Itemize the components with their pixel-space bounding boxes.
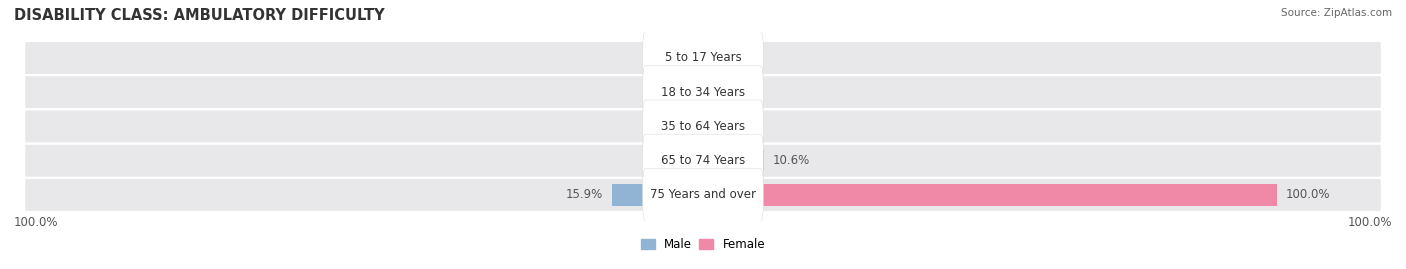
- Text: 15.9%: 15.9%: [565, 188, 603, 201]
- Text: 5 to 17 Years: 5 to 17 Years: [665, 51, 741, 65]
- Text: 65 to 74 Years: 65 to 74 Years: [661, 154, 745, 167]
- Bar: [703, 82, 716, 103]
- Text: 100.0%: 100.0%: [1285, 188, 1330, 201]
- Bar: [612, 184, 703, 206]
- Bar: [703, 150, 763, 171]
- Text: 100.0%: 100.0%: [14, 216, 59, 229]
- Text: 75 Years and over: 75 Years and over: [650, 188, 756, 201]
- Text: 0.0%: 0.0%: [665, 120, 695, 133]
- FancyBboxPatch shape: [643, 168, 763, 221]
- Text: 0.0%: 0.0%: [665, 154, 695, 167]
- FancyBboxPatch shape: [643, 100, 763, 153]
- Bar: [703, 184, 1277, 206]
- FancyBboxPatch shape: [643, 31, 763, 84]
- FancyBboxPatch shape: [25, 111, 1381, 142]
- Text: 0.0%: 0.0%: [665, 86, 695, 99]
- Text: 0.0%: 0.0%: [711, 51, 741, 65]
- Text: 2.8%: 2.8%: [728, 120, 758, 133]
- FancyBboxPatch shape: [25, 179, 1381, 211]
- FancyBboxPatch shape: [25, 179, 1381, 211]
- FancyBboxPatch shape: [25, 145, 1381, 176]
- Text: DISABILITY CLASS: AMBULATORY DIFFICULTY: DISABILITY CLASS: AMBULATORY DIFFICULTY: [14, 8, 385, 23]
- FancyBboxPatch shape: [25, 42, 1381, 74]
- FancyBboxPatch shape: [25, 145, 1381, 176]
- FancyBboxPatch shape: [643, 134, 763, 187]
- Text: 2.3%: 2.3%: [725, 86, 755, 99]
- Text: 10.6%: 10.6%: [772, 154, 810, 167]
- FancyBboxPatch shape: [643, 66, 763, 119]
- FancyBboxPatch shape: [25, 42, 1381, 74]
- FancyBboxPatch shape: [25, 76, 1381, 108]
- Bar: [703, 116, 718, 137]
- FancyBboxPatch shape: [25, 76, 1381, 108]
- FancyBboxPatch shape: [25, 111, 1381, 142]
- Text: 35 to 64 Years: 35 to 64 Years: [661, 120, 745, 133]
- Legend: Male, Female: Male, Female: [636, 234, 770, 256]
- Text: 0.0%: 0.0%: [665, 51, 695, 65]
- Text: 100.0%: 100.0%: [1347, 216, 1392, 229]
- Text: Source: ZipAtlas.com: Source: ZipAtlas.com: [1281, 8, 1392, 18]
- Text: 18 to 34 Years: 18 to 34 Years: [661, 86, 745, 99]
